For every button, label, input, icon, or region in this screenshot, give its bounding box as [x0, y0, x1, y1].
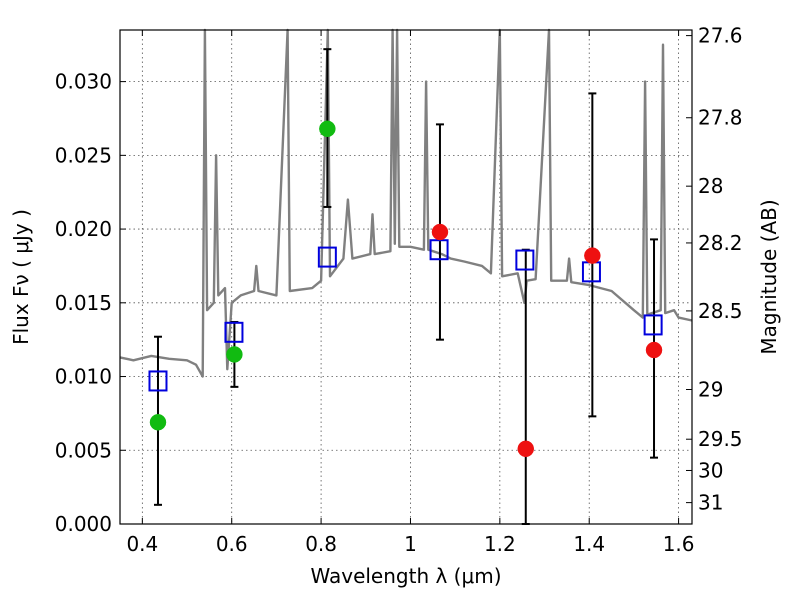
- spectrum-series: [119, 28, 693, 378]
- x-tick-label: 1.4: [573, 532, 605, 556]
- x-tick-label: 0.8: [305, 532, 337, 556]
- right-tick-label: 28: [698, 174, 723, 198]
- red-data-point: [584, 247, 601, 264]
- x-tick-label: 1: [404, 532, 417, 556]
- y-tick-label: 0.000: [55, 512, 112, 536]
- x-tick-label: 0.6: [216, 532, 248, 556]
- right-tick-label: 29: [698, 378, 723, 402]
- model-square-point: [317, 246, 337, 268]
- x-tick-label: 1.2: [484, 532, 516, 556]
- right-tick-label: 30: [698, 458, 723, 482]
- right-tick-label: 27.6: [698, 24, 743, 48]
- green-data-point: [319, 120, 336, 138]
- y-tick-label: 0.020: [55, 217, 112, 241]
- model-square-point: [643, 314, 663, 336]
- plot-frame: [119, 29, 693, 525]
- green-data-point: [226, 346, 243, 363]
- red-data-point: [431, 223, 449, 241]
- ticks: 0.4 0.6 0.8 1 1.2 1.4 1.6 0.000 0.005 0.010 0.015 0…: [55, 24, 743, 556]
- y-axis-title: Flux Fν ( μJy ): [9, 209, 33, 345]
- model-square-point: [515, 249, 535, 271]
- right-tick-label: 29.5: [698, 427, 743, 451]
- errorbars: [153, 48, 659, 525]
- red-data-point: [517, 440, 535, 458]
- x-axis-title: Wavelength λ (μm): [310, 564, 501, 588]
- y-tick-label: 0.010: [55, 365, 112, 389]
- right-tick-label: 28.5: [698, 299, 743, 323]
- y-tick-label: 0.015: [55, 291, 112, 315]
- y-tick-label: 0.005: [55, 438, 112, 462]
- right-tick-label: 31: [698, 491, 723, 515]
- x-tick-label: 1.6: [663, 532, 695, 556]
- spectrum-line: [119, 28, 693, 378]
- y-tick-label: 0.025: [55, 143, 112, 167]
- right-tick-label: 28.2: [698, 231, 743, 255]
- y-tick-label: 0.030: [55, 70, 112, 94]
- right-tick-label: 27.8: [698, 106, 743, 130]
- markers: [148, 120, 663, 458]
- x-tick-label: 0.4: [126, 532, 158, 556]
- red-data-point: [645, 341, 663, 359]
- model-square-point: [148, 370, 168, 392]
- model-square-point: [224, 321, 244, 343]
- green-data-point: [149, 414, 167, 431]
- right-axis-title: Magnitude (AB): [757, 199, 781, 354]
